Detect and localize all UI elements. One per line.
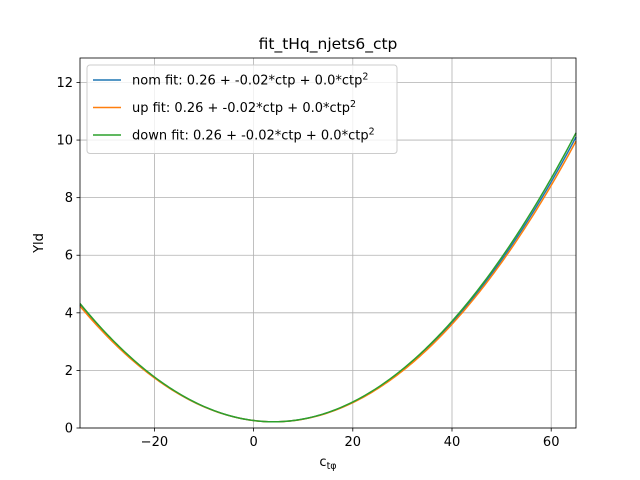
y-tick-label: 6 [65, 249, 73, 264]
series-lines [79, 132, 577, 423]
y-tick-label: 4 [65, 306, 73, 321]
legend-entry: down fit: 0.26 + -0.02*ctp + 0.0*ctp2 [132, 127, 375, 144]
legend-entry: nom fit: 0.26 + -0.02*ctp + 0.0*ctp2 [132, 72, 368, 89]
legend-box [86, 64, 398, 154]
x-tick-label: 60 [543, 435, 560, 450]
y-axis-label: Yld [32, 233, 47, 254]
x-tick-label: 40 [444, 435, 461, 450]
y-tick-label: 10 [56, 134, 73, 149]
plot-frame [79, 57, 577, 429]
chart-title: fit_tHq_njets6_ctp [259, 35, 398, 54]
x-tick-label: 20 [345, 435, 362, 450]
axis-ticks: −20 0 20 40 60 0 2 4 6 8 10 12 [56, 76, 559, 450]
legend-entry: up fit: 0.26 + -0.02*ctp + 0.0*ctp2 [132, 99, 356, 116]
y-tick-label: 8 [65, 191, 73, 206]
x-tick-label: −20 [141, 435, 168, 450]
series-line [79, 132, 577, 423]
x-tick-label: 0 [249, 435, 257, 450]
y-tick-label: 2 [65, 364, 73, 379]
y-tick-label: 0 [65, 422, 73, 437]
legend: nom fit: 0.26 + -0.02*ctp + 0.0*ctp2 up f… [86, 64, 398, 154]
y-tick-label: 12 [56, 76, 73, 91]
